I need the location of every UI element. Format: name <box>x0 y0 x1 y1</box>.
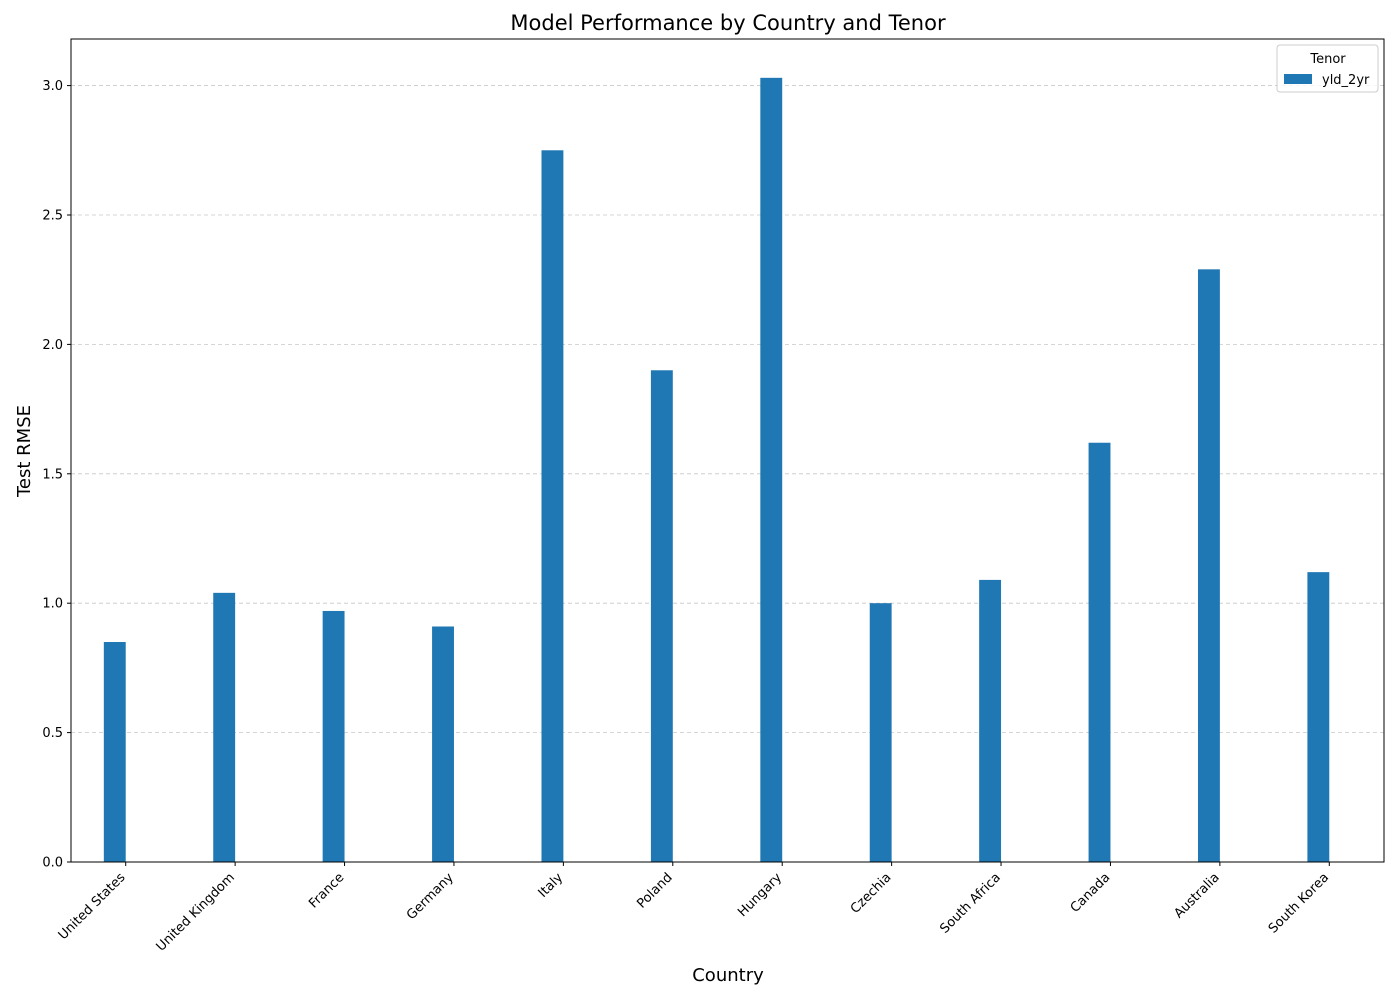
legend-label-yld-2yr: yld_2yr <box>1322 73 1370 88</box>
bar-yld-2yr-france <box>322 610 345 862</box>
y-tick-label: 0.5 <box>42 726 63 741</box>
chart-title: Model Performance by Country and Tenor <box>510 11 946 35</box>
x-axis-label: Country <box>692 965 764 986</box>
bar-yld-2yr-czechia <box>869 603 892 862</box>
bar-yld-2yr-south-africa <box>979 579 1002 862</box>
bar-yld-2yr-italy <box>541 150 564 863</box>
y-axis: 0.0 0.5 1.0 1.5 2.0 2.5 3.0 <box>42 79 71 871</box>
legend-swatch-yld-2yr <box>1284 74 1312 84</box>
bar-yld-2yr-united-kingdom <box>213 592 236 862</box>
plot-area-frame <box>70 38 1385 863</box>
bar-yld-2yr-australia <box>1197 269 1220 862</box>
legend: Tenor yld_2yr <box>1276 44 1379 93</box>
bar-yld-2yr-canada <box>1088 442 1111 862</box>
bar-yld-2yr-hungary <box>760 77 783 863</box>
legend-title: Tenor <box>1309 52 1346 67</box>
y-tick-label: 2.0 <box>42 338 63 353</box>
bar-yld-2yr-south-korea <box>1307 572 1330 862</box>
bars <box>103 77 1330 863</box>
bar-yld-2yr-poland <box>650 370 673 862</box>
y-axis-label: Test RMSE <box>14 405 35 498</box>
bar-yld-2yr-united-states <box>103 642 126 862</box>
bar-yld-2yr-germany <box>432 626 454 862</box>
y-tick-label: 1.5 <box>42 467 63 482</box>
y-tick-label: 1.0 <box>42 597 63 612</box>
grid-lines <box>71 85 1384 863</box>
y-tick-label: 0.0 <box>42 856 63 871</box>
y-tick-label: 3.0 <box>42 79 63 94</box>
y-tick-label: 2.5 <box>42 208 63 223</box>
